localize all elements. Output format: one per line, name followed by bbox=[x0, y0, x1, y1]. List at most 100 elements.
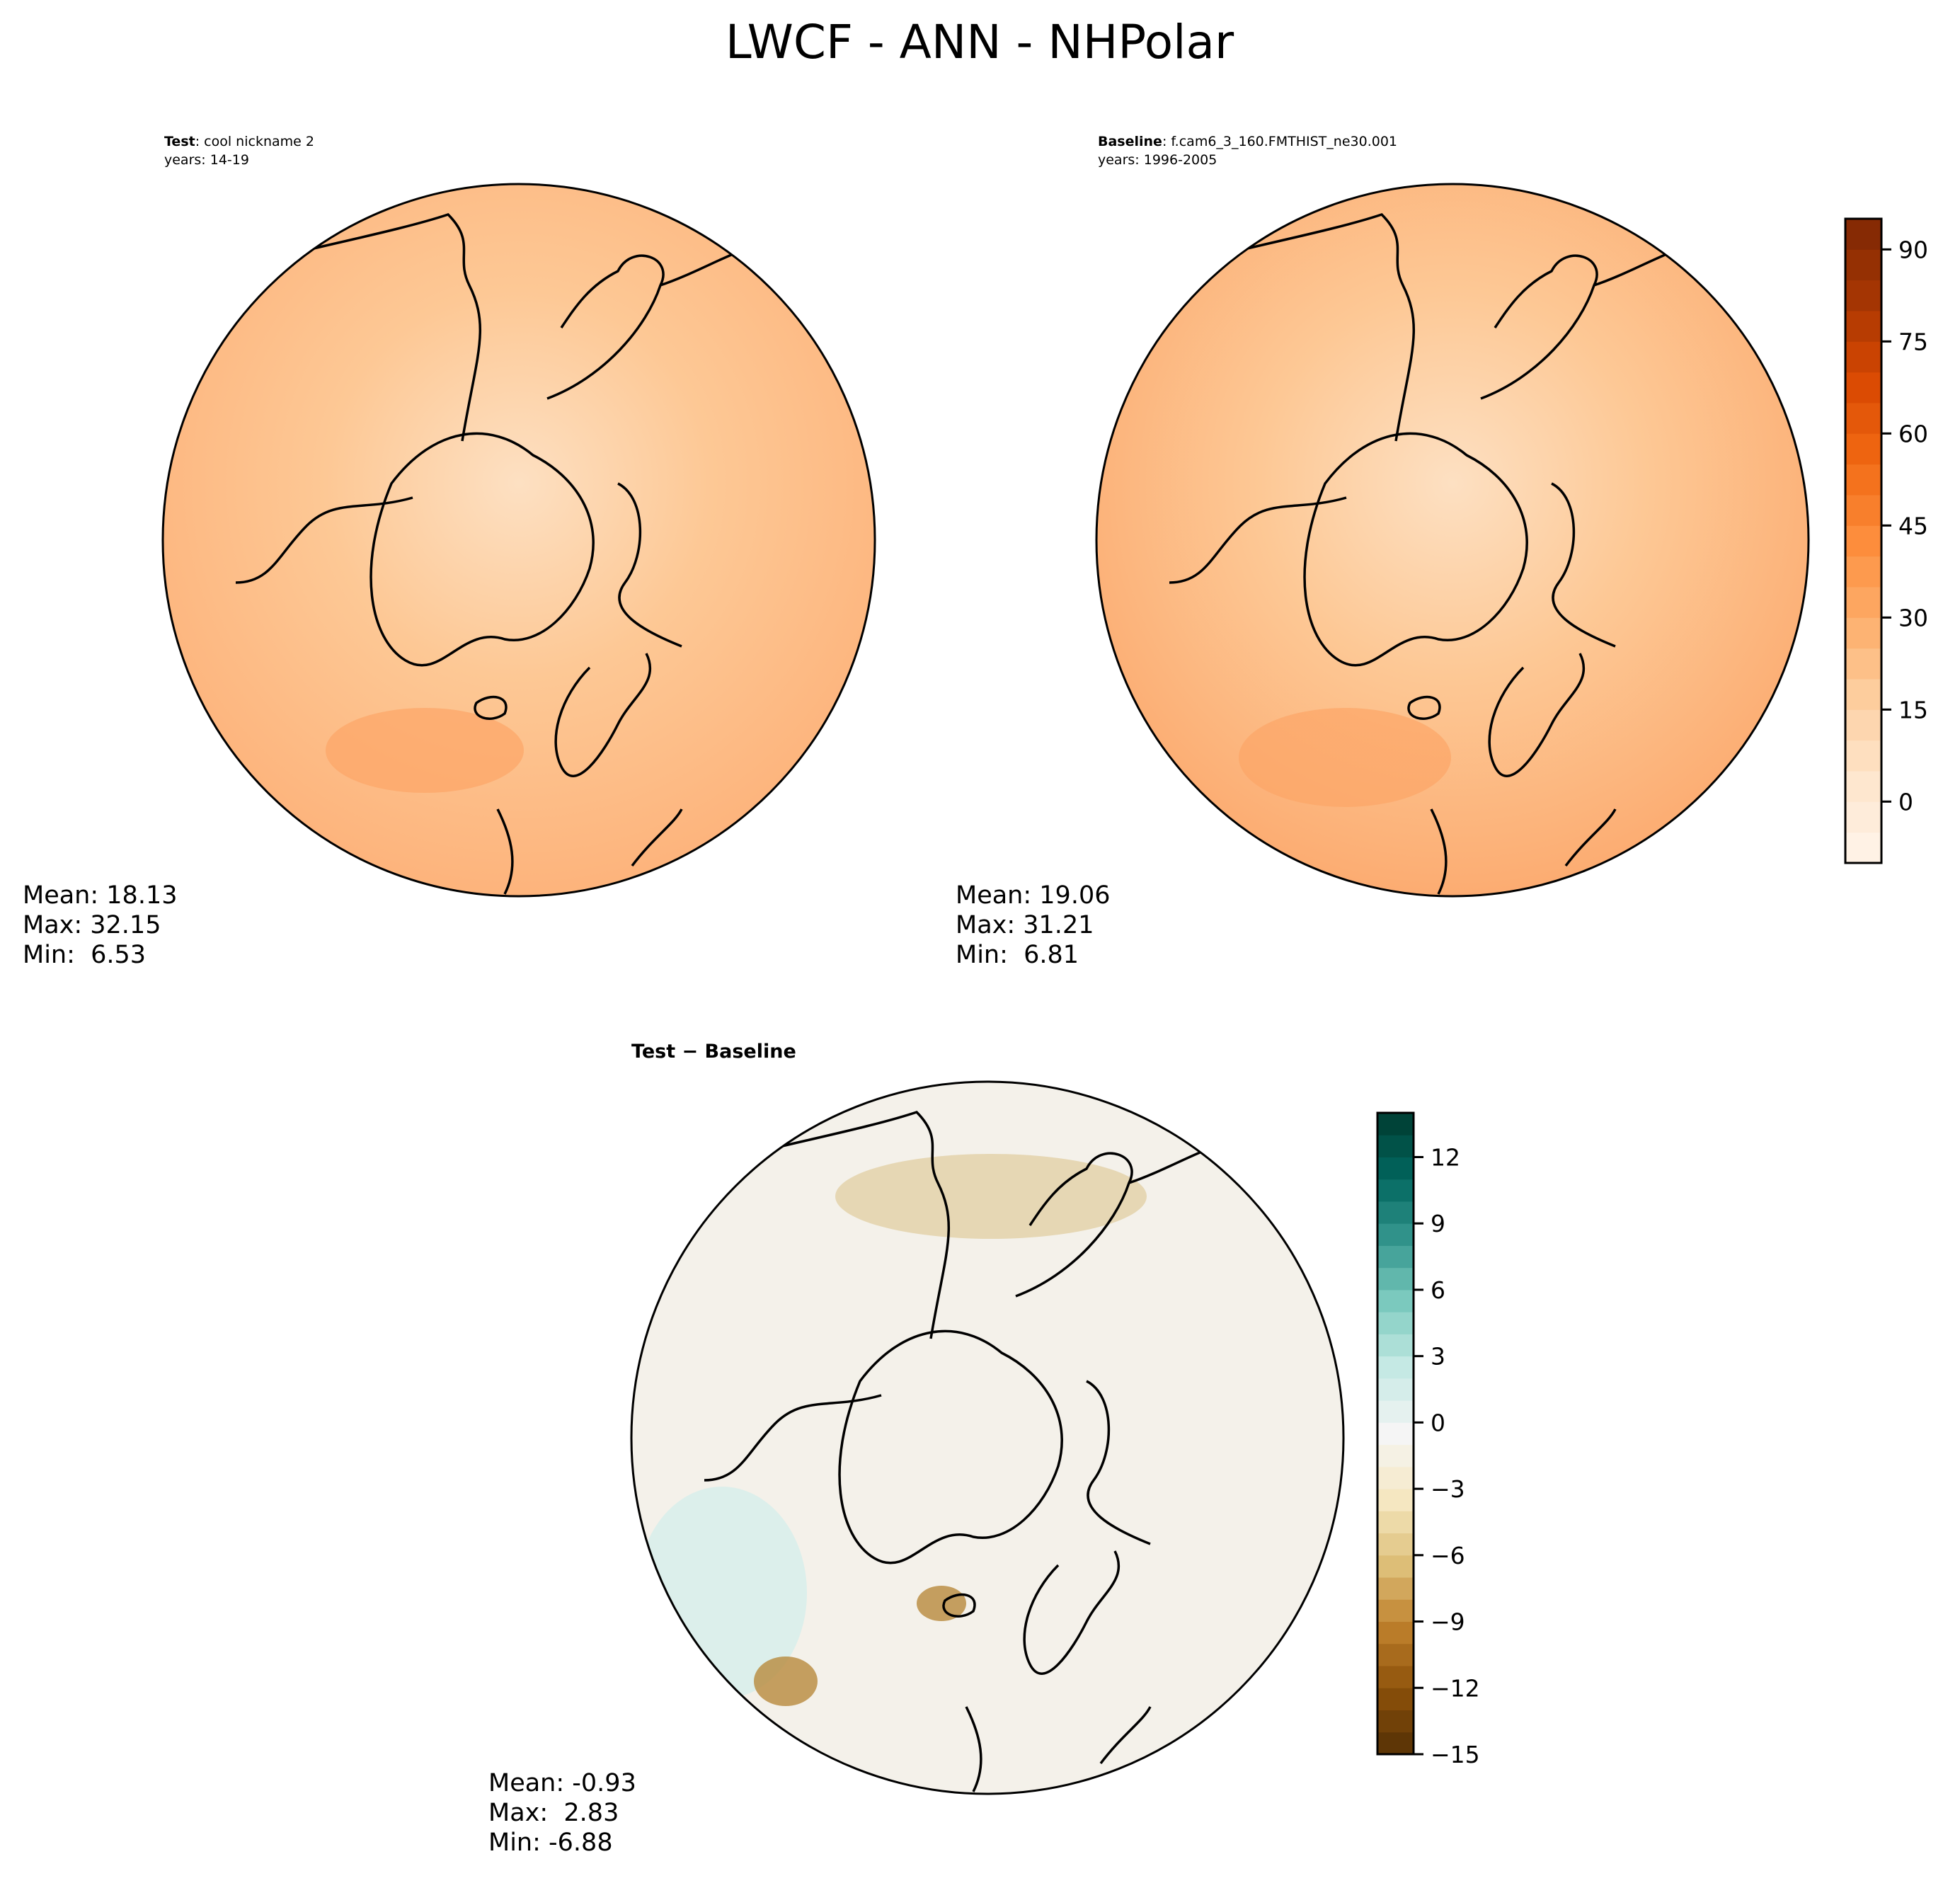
colorbar-band bbox=[1845, 801, 1881, 833]
colorbar-band bbox=[1845, 280, 1881, 311]
colorbar-band bbox=[1377, 1223, 1414, 1246]
diff-map-field bbox=[631, 1082, 1343, 1794]
colorbar-band bbox=[1845, 495, 1881, 526]
diff-stat-max: Max: 2.83 bbox=[488, 1799, 619, 1827]
colorbar-band bbox=[1377, 1245, 1414, 1269]
colorbar-tick-label: −15 bbox=[1431, 1741, 1480, 1768]
colorbar-band bbox=[1845, 341, 1881, 373]
colorbar-band bbox=[1845, 709, 1881, 741]
colorbar-tick-label: 45 bbox=[1898, 512, 1928, 539]
colorbar-band bbox=[1845, 372, 1881, 404]
diff-stat-min: Min: -6.88 bbox=[488, 1829, 613, 1857]
colorbar-tick-label: 6 bbox=[1431, 1276, 1445, 1304]
baseline-stat-mean: Mean: 19.06 bbox=[956, 881, 1110, 910]
colorbar-tick-label: −9 bbox=[1431, 1608, 1465, 1636]
diff-stat-mean: Mean: -0.93 bbox=[488, 1769, 636, 1797]
colorbar-band bbox=[1845, 403, 1881, 434]
test-stat-max: Max: 32.15 bbox=[23, 911, 161, 939]
colorbar-band bbox=[1845, 311, 1881, 342]
colorbar-band bbox=[1377, 1621, 1414, 1644]
colorbar-band bbox=[1377, 1378, 1414, 1401]
panel-test-label: Test: cool nickname 2 bbox=[164, 134, 314, 149]
colorbar-band bbox=[1377, 1489, 1414, 1511]
panel-difference-label: Test − Baseline bbox=[631, 1041, 796, 1063]
test-stat-mean: Mean: 18.13 bbox=[23, 881, 177, 910]
colorbar-band bbox=[1377, 1511, 1414, 1534]
diff-negative-hotspot bbox=[754, 1657, 818, 1706]
test-map-field bbox=[163, 184, 875, 896]
colorbar-band bbox=[1377, 1312, 1414, 1334]
colorbar-band bbox=[1845, 740, 1881, 772]
colorbar-band bbox=[1377, 1666, 1414, 1688]
colorbar-band bbox=[1377, 1710, 1414, 1733]
colorbar-tick-label: 60 bbox=[1898, 420, 1928, 447]
colorbar-tick-label: 30 bbox=[1898, 604, 1928, 631]
test-stat-min: Min: 6.53 bbox=[23, 941, 146, 969]
colorbar-band bbox=[1845, 587, 1881, 618]
colorbar-band bbox=[1845, 832, 1881, 864]
colorbar-band bbox=[1377, 1267, 1414, 1291]
colorbar-tick-label: 0 bbox=[1898, 788, 1913, 816]
baseline-stat-min: Min: 6.81 bbox=[956, 941, 1079, 969]
colorbar-band bbox=[1377, 1444, 1414, 1468]
colorbar-band bbox=[1377, 1643, 1414, 1666]
colorbar-band bbox=[1845, 219, 1881, 250]
colorbar-band bbox=[1377, 1289, 1414, 1312]
colorbar-band bbox=[1377, 1533, 1414, 1556]
colorbar-band bbox=[1377, 1555, 1414, 1578]
colorbar-band bbox=[1845, 556, 1881, 588]
colorbar-absolute: 0 15 30 45 60 75 90 bbox=[1844, 217, 1928, 864]
colorbar-band bbox=[1845, 525, 1881, 557]
colorbar-band bbox=[1377, 1356, 1414, 1379]
colorbar-band bbox=[1377, 1599, 1414, 1623]
colorbar-band bbox=[1845, 679, 1881, 710]
colorbar-band bbox=[1377, 1135, 1414, 1157]
panel-baseline: Baseline: f.cam6_3_160.FMTHIST_ne30.001 … bbox=[956, 134, 1810, 969]
colorbar-band bbox=[1377, 1157, 1414, 1180]
colorbar-tick-label: 15 bbox=[1898, 696, 1928, 723]
colorbar-band bbox=[1377, 1577, 1414, 1600]
baseline-stat-max: Max: 31.21 bbox=[956, 911, 1094, 939]
colorbar-band bbox=[1845, 617, 1881, 649]
colorbar-tick-label: −3 bbox=[1431, 1475, 1465, 1503]
diff-brown-region bbox=[835, 1154, 1147, 1239]
baseline-map-boundary bbox=[1095, 183, 1810, 898]
colorbar-tick-label: −6 bbox=[1431, 1542, 1465, 1569]
diff-map-boundary bbox=[630, 1080, 1345, 1795]
colorbar-difference: −15 −12 −9 −6 −3 0 3 6 9 12 bbox=[1376, 1111, 1480, 1768]
diff-negative-hotspot bbox=[917, 1586, 966, 1621]
baseline-map-hotspot bbox=[1239, 708, 1451, 807]
colorbar-frame bbox=[1844, 217, 1883, 864]
colorbar-band bbox=[1845, 648, 1881, 680]
colorbar-tick-label: 9 bbox=[1431, 1210, 1445, 1237]
panel-baseline-years: years: 1996-2005 bbox=[1098, 152, 1217, 168]
colorbar-band bbox=[1377, 1422, 1414, 1446]
colorbar-band bbox=[1377, 1113, 1414, 1135]
colorbar-band bbox=[1845, 249, 1881, 281]
colorbar-band bbox=[1377, 1688, 1414, 1711]
test-map-hotspot bbox=[326, 708, 524, 793]
colorbar-band bbox=[1377, 1179, 1414, 1202]
test-map-boundary bbox=[161, 183, 876, 898]
colorbar-tick-label: 0 bbox=[1431, 1409, 1445, 1436]
colorbar-frame bbox=[1376, 1111, 1415, 1756]
panel-baseline-label: Baseline: f.cam6_3_160.FMTHIST_ne30.001 bbox=[1098, 134, 1397, 149]
colorbar-band bbox=[1845, 771, 1881, 802]
colorbar-band bbox=[1377, 1201, 1414, 1224]
colorbar-band bbox=[1377, 1334, 1414, 1357]
colorbar-band bbox=[1377, 1466, 1414, 1489]
colorbar-band bbox=[1377, 1732, 1414, 1755]
colorbar-tick-label: 3 bbox=[1431, 1343, 1445, 1371]
colorbar-tick-label: 75 bbox=[1898, 328, 1928, 355]
colorbar-band bbox=[1377, 1400, 1414, 1423]
colorbar-band bbox=[1845, 433, 1881, 465]
panel-test: Test: cool nickname 2 years: 14-19 Mean:… bbox=[23, 134, 876, 969]
colorbar-tick-label: 12 bbox=[1431, 1143, 1460, 1171]
colorbar-tick-label: −12 bbox=[1431, 1674, 1480, 1702]
baseline-map-field bbox=[1096, 184, 1809, 896]
colorbar-tick-label: 90 bbox=[1898, 236, 1928, 263]
colorbar-band bbox=[1845, 464, 1881, 496]
figure-title: LWCF - ANN - NHPolar bbox=[726, 15, 1234, 69]
panel-test-years: years: 14-19 bbox=[164, 152, 249, 168]
